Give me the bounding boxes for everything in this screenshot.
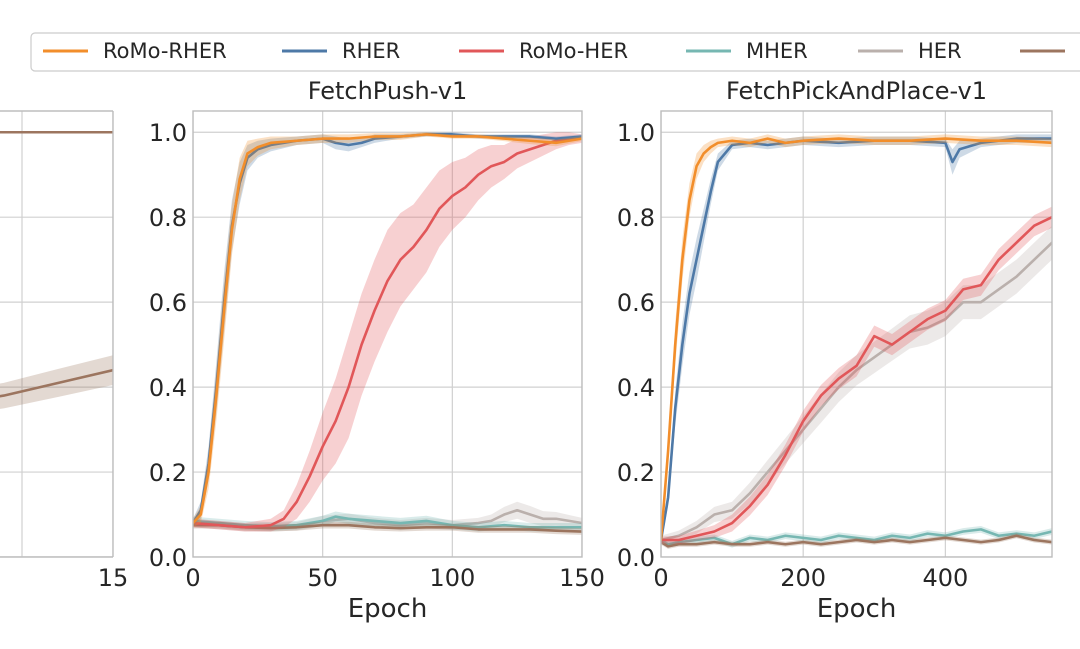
legend-box — [30, 32, 1080, 72]
legend-label: HER — [918, 39, 962, 63]
x-axis-label: Epoch — [817, 594, 897, 624]
y-tick-label: 0.6 — [149, 289, 187, 317]
legend-label: MHER — [746, 39, 808, 63]
band-her — [193, 501, 582, 532]
panel-fetchpush: 0.0 0.2 0.4 0.6 0.8 1.0 0 50 100 150 FetchPush-v1 E… — [149, 77, 605, 624]
y-tick-label: 0.2 — [149, 459, 187, 487]
band-extra — [0, 355, 113, 409]
y-tick-label: 0.8 — [149, 204, 187, 232]
panel-partial-left: 15 1 — [0, 77, 128, 592]
x-tick-label: 200 — [780, 564, 826, 592]
y-tick-label: 1.0 — [617, 119, 655, 147]
x-tick-label: 0 — [653, 564, 668, 592]
x-tick-label: 100 — [429, 564, 475, 592]
plot-area — [193, 132, 582, 535]
series-line-romo-rher — [193, 133, 582, 525]
y-tick-label: 0.4 — [149, 374, 187, 402]
legend-label: RoMo-HER — [519, 39, 628, 63]
series-line-her — [661, 241, 1052, 542]
gridlines — [193, 111, 582, 557]
plot-area — [661, 134, 1052, 549]
x-tick-label: 50 — [307, 564, 338, 592]
series-line-mher — [661, 528, 1052, 546]
band-rher — [661, 134, 1052, 545]
legend-label: RoMo-RHER — [103, 39, 227, 63]
series-line-rher — [661, 137, 1052, 542]
series-line-extra — [661, 534, 1052, 548]
plot-area — [0, 130, 113, 409]
x-tick-label: 0 — [185, 564, 200, 592]
x-tick-label: 15 — [98, 564, 129, 592]
x-axis-label: Epoch — [348, 594, 428, 624]
series-line-extra — [193, 523, 582, 533]
x-tick-label: 150 — [559, 564, 605, 592]
band-romo-rher — [661, 134, 1052, 545]
legend: RoMo-RHER RHER RoMo-HER MHER HER — [30, 32, 1080, 72]
band-romo-her — [193, 132, 582, 532]
y-tick-label: 0.0 — [617, 544, 655, 572]
band-romo-her — [661, 206, 1052, 545]
gridlines — [0, 111, 113, 557]
y-tick-label: 0.2 — [617, 459, 655, 487]
y-tick-label: 0.8 — [617, 204, 655, 232]
y-tick-label: 0.4 — [617, 374, 655, 402]
x-tick-label: 400 — [922, 564, 968, 592]
y-tick-label: 0.0 — [149, 544, 187, 572]
y-tick-label: 0.6 — [617, 289, 655, 317]
panel-title: FetchPush-v1 — [308, 77, 468, 105]
plot-frame — [660, 110, 1053, 558]
gridlines — [661, 111, 1052, 557]
series-line-romo-her — [661, 215, 1052, 542]
series-line-romo-her — [193, 137, 582, 529]
plot-frame — [192, 110, 583, 558]
legend-label: RHER — [342, 39, 400, 63]
panel-title: 1 — [0, 77, 2, 105]
panel-fetchpickandplace: 0.0 0.2 0.4 0.6 0.8 1.0 0 200 400 FetchPickAndPla… — [617, 77, 1053, 624]
series-line-extra — [0, 368, 113, 398]
y-tick-label: 1.0 — [149, 119, 187, 147]
band-her — [661, 225, 1052, 545]
panel-title: FetchPickAndPlace-v1 — [726, 77, 987, 105]
series-line-romo-rher — [661, 137, 1052, 542]
